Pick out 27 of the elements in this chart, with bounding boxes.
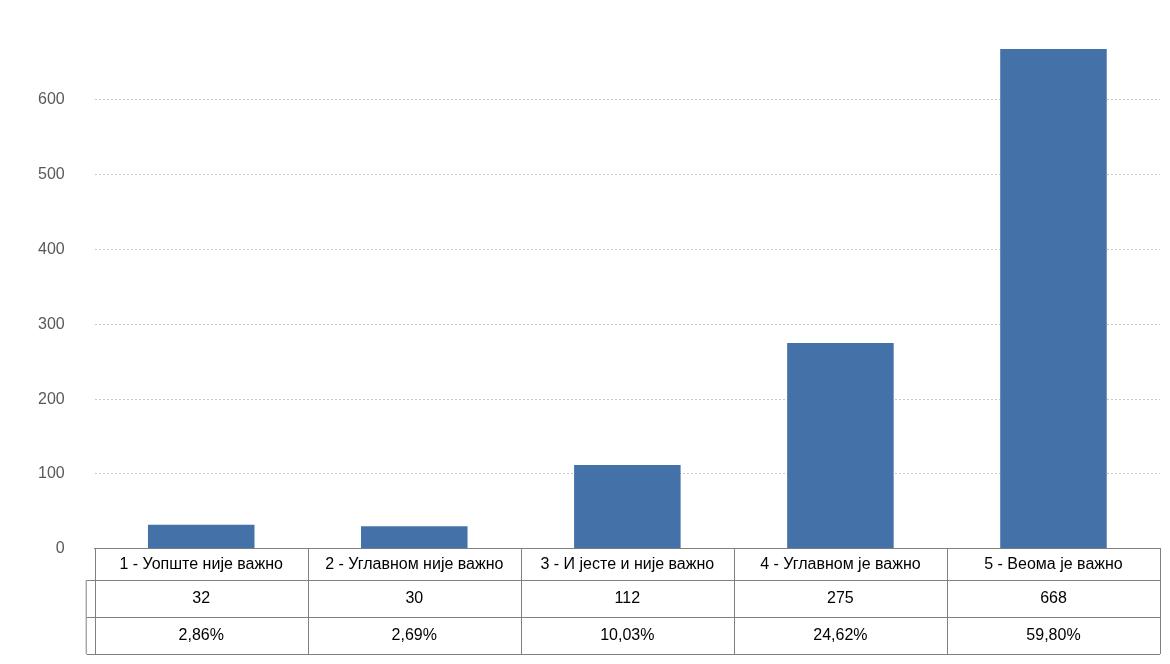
data-label: 275	[827, 588, 854, 606]
y-tick-label: 400	[37, 239, 65, 257]
y-tick-label: 300	[37, 314, 65, 332]
bar	[147, 524, 255, 549]
text: 2,86%	[178, 625, 224, 643]
data-label: 32	[192, 588, 211, 606]
text: 59,80%	[1026, 625, 1081, 643]
text: 24,62%	[813, 625, 868, 643]
bar	[1000, 49, 1107, 549]
y-tick-label: 600	[37, 90, 65, 108]
x-tick-label: 2 - Углавном није важно	[325, 554, 504, 572]
y-tick-label: 0	[55, 539, 65, 557]
data-label: 112	[614, 588, 641, 606]
data-label: 30	[405, 588, 424, 606]
x-tick-label: 4 - Углавном је важно	[760, 554, 921, 572]
bar	[361, 526, 468, 549]
y-tick-label: 500	[37, 165, 65, 183]
bar	[574, 465, 681, 549]
bar	[787, 343, 894, 549]
y-tick-label: 100	[37, 464, 65, 482]
text: 10,03%	[600, 625, 655, 643]
data-label: 668	[1040, 588, 1067, 606]
text: 2,69%	[391, 625, 437, 643]
y-tick-label: 200	[37, 389, 65, 407]
x-tick-label: 1 - Уопште није важно	[119, 554, 284, 572]
x-tick-label: 5 - Веома је важно	[984, 554, 1123, 572]
x-tick-label: 3 - И јесте и није важно	[540, 554, 715, 572]
